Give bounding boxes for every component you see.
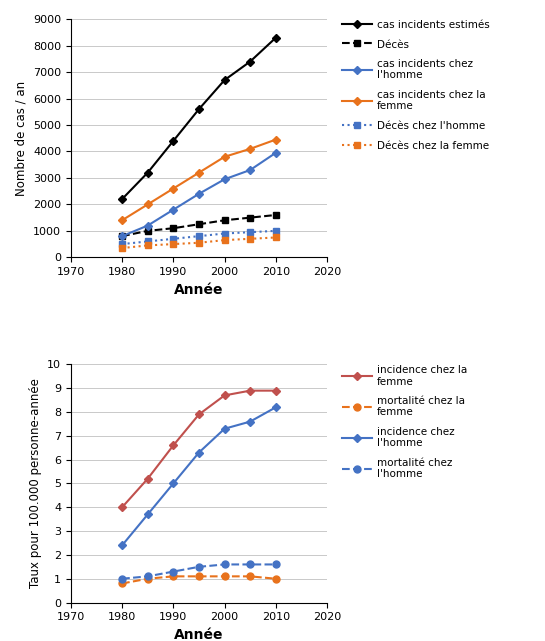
Y-axis label: Nombre de cas / an: Nombre de cas / an (15, 81, 27, 196)
Legend: incidence chez la
femme, mortalité chez la
femme, incidence chez
l'homme, mortal: incidence chez la femme, mortalité chez … (342, 365, 467, 479)
X-axis label: Année: Année (174, 628, 223, 641)
Legend: cas incidents estimés, Décès, cas incidents chez
l'homme, cas incidents chez la
: cas incidents estimés, Décès, cas incide… (342, 20, 489, 151)
X-axis label: Année: Année (174, 283, 223, 297)
Y-axis label: Taux pour 100.000 personne-année: Taux pour 100.000 personne-année (28, 379, 41, 588)
